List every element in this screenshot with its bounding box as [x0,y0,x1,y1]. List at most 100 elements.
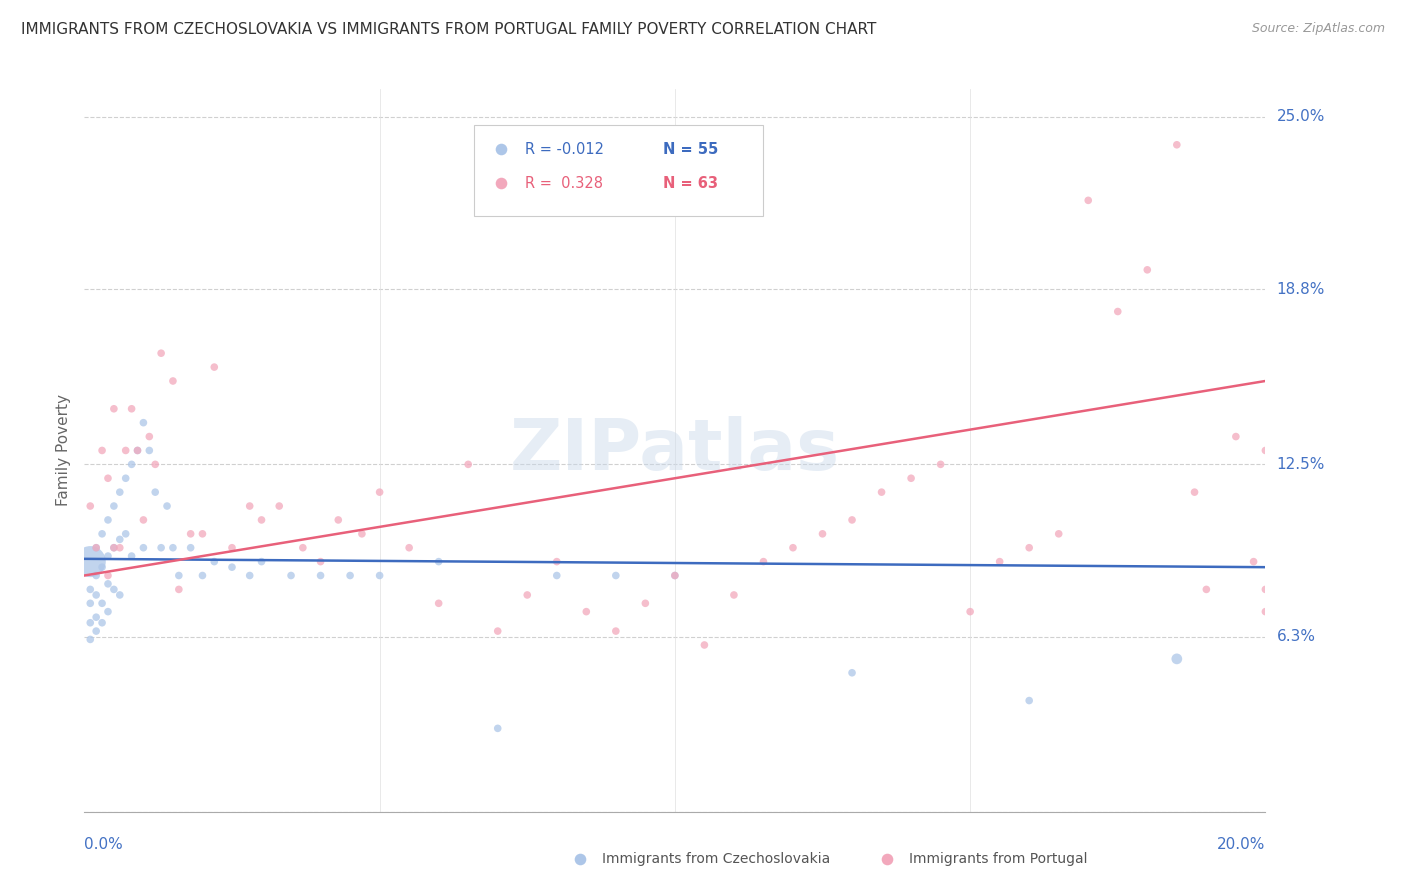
Text: Source: ZipAtlas.com: Source: ZipAtlas.com [1251,22,1385,36]
Point [84,588,107,602]
Point [1166,652,1188,666]
Point [143,485,166,500]
Point [84,624,107,639]
Point [841,513,863,527]
Point [103,541,125,555]
Point [291,541,314,555]
Point [723,588,745,602]
Point [221,560,243,574]
Point [97,568,120,582]
Point [103,582,125,597]
Point [114,443,136,458]
Point [1243,555,1265,569]
Point [1077,194,1099,208]
Text: IMMIGRANTS FROM CZECHOSLOVAKIA VS IMMIGRANTS FROM PORTUGAL FAMILY POVERTY CORREL: IMMIGRANTS FROM CZECHOSLOVAKIA VS IMMIGR… [21,22,876,37]
Point [221,541,243,555]
Point [97,513,120,527]
Point [91,596,114,610]
Point [121,401,143,416]
Point [114,471,136,485]
Point [1184,485,1206,500]
Point [1195,582,1218,597]
Point [664,568,686,582]
Point [1254,605,1277,619]
Point [269,499,291,513]
Point [841,665,863,680]
Point [1107,304,1129,318]
Text: 25.0%: 25.0% [1277,110,1324,125]
Point [108,485,131,500]
Point [191,568,214,582]
Point [239,568,262,582]
Point [84,541,107,555]
Point [97,549,120,563]
Text: 0.0%: 0.0% [84,837,124,852]
Text: N = 55: N = 55 [664,142,718,157]
Point [84,568,107,582]
Point [239,499,262,513]
Text: N = 63: N = 63 [664,176,718,191]
Point [108,533,131,547]
Point [1254,443,1277,458]
Point [1136,262,1159,277]
Point [309,555,332,569]
Point [162,374,184,388]
Point [988,555,1011,569]
Point [752,555,775,569]
Point [79,632,101,647]
Point [486,624,509,639]
Point [664,568,686,582]
Text: 20.0%: 20.0% [1218,837,1265,852]
Point [811,526,834,541]
Point [132,416,155,430]
Y-axis label: Family Poverty: Family Poverty [56,394,72,507]
Point [97,471,120,485]
Point [103,401,125,416]
Point [1047,526,1070,541]
Text: 12.5%: 12.5% [1277,457,1324,472]
Point [427,555,450,569]
Point [84,541,107,555]
Point [250,555,273,569]
Point [132,541,155,555]
Point [309,568,332,582]
Point [1254,582,1277,597]
Point [782,541,804,555]
Point [79,596,101,610]
Point [870,485,893,500]
Point [368,568,391,582]
Point [150,346,173,360]
Point [339,568,361,582]
Point [108,588,131,602]
Text: ZIPatlas: ZIPatlas [510,416,839,485]
Point [180,541,202,555]
Point [167,568,190,582]
Point [91,560,114,574]
Point [546,555,568,569]
Point [103,499,125,513]
Text: 18.8%: 18.8% [1277,282,1324,297]
Point [79,615,101,630]
FancyBboxPatch shape [474,126,763,216]
Point [1225,429,1247,443]
Point [132,513,155,527]
Point [605,568,627,582]
Point [398,541,420,555]
Point [202,555,225,569]
Point [693,638,716,652]
Point [328,513,350,527]
Point [138,429,160,443]
Point [900,471,922,485]
Point [79,582,101,597]
Text: Immigrants from Portugal: Immigrants from Portugal [908,852,1087,865]
Point [486,722,509,736]
Point [91,526,114,541]
Point [427,596,450,610]
Point [121,549,143,563]
Text: Immigrants from Czechoslovakia: Immigrants from Czechoslovakia [602,852,830,865]
Point [959,605,981,619]
Point [79,555,101,569]
Point [150,541,173,555]
Point [1166,137,1188,152]
Point [84,610,107,624]
